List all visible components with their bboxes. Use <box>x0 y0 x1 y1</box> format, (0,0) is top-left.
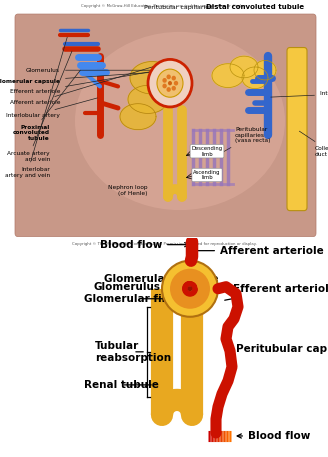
Text: Interlobar
artery and vein: Interlobar artery and vein <box>5 37 67 178</box>
Text: Efferent arteriole: Efferent arteriole <box>10 68 175 94</box>
Text: Arcuate artery
and vein: Arcuate artery and vein <box>7 51 72 162</box>
Text: Ascending
limb: Ascending limb <box>193 170 221 181</box>
Text: Proximal
convoluted
tubule: Proximal convoluted tubule <box>13 70 80 141</box>
Text: Glomerular capsule: Glomerular capsule <box>104 274 218 284</box>
Circle shape <box>172 86 176 90</box>
Polygon shape <box>120 104 156 130</box>
Text: Collecting
duct: Collecting duct <box>299 131 328 157</box>
Polygon shape <box>212 64 244 87</box>
Text: Blood flow: Blood flow <box>237 431 310 441</box>
Circle shape <box>168 81 172 85</box>
Text: Distal convoluted tubule: Distal convoluted tubule <box>206 4 304 10</box>
Text: Nephron loop
(of Henle): Nephron loop (of Henle) <box>108 185 148 196</box>
Polygon shape <box>230 56 258 78</box>
Circle shape <box>162 84 167 88</box>
Text: Glomerulus: Glomerulus <box>94 282 179 292</box>
Text: Copyright © The McGraw-Hill Companies, Inc. Permission required for reproduction: Copyright © The McGraw-Hill Companies, I… <box>72 242 256 246</box>
Text: Glomerular capsule: Glomerular capsule <box>0 73 149 84</box>
Text: Renal tubule: Renal tubule <box>84 380 159 390</box>
Polygon shape <box>128 85 168 113</box>
Text: Blood flow: Blood flow <box>100 239 189 250</box>
Text: Interlobular artery: Interlobular artery <box>6 98 97 118</box>
Text: Glomerular filtrate: Glomerular filtrate <box>84 294 195 304</box>
Circle shape <box>167 87 171 92</box>
Text: Afferent arteriole: Afferent arteriole <box>10 62 167 105</box>
Circle shape <box>162 78 167 83</box>
Circle shape <box>148 59 192 107</box>
Circle shape <box>170 269 210 309</box>
FancyBboxPatch shape <box>287 48 307 211</box>
Text: Glomerulus: Glomerulus <box>26 68 164 73</box>
Polygon shape <box>254 60 276 80</box>
Polygon shape <box>130 62 174 94</box>
Ellipse shape <box>75 32 285 210</box>
Text: Copyright © McGraw-Hill Education. Permission required for reproduction or displ: Copyright © McGraw-Hill Education. Permi… <box>81 4 247 8</box>
Text: Descending
limb: Descending limb <box>192 146 223 157</box>
Text: Peritubular
capillaries
(vasa recta): Peritubular capillaries (vasa recta) <box>217 127 271 155</box>
Circle shape <box>157 69 183 97</box>
Circle shape <box>188 286 193 291</box>
Text: Peritubular capillary: Peritubular capillary <box>232 344 328 354</box>
Circle shape <box>172 76 176 80</box>
FancyBboxPatch shape <box>15 14 316 237</box>
Circle shape <box>174 81 178 85</box>
Text: Tubular
reabsorption: Tubular reabsorption <box>95 341 171 362</box>
Text: Afferent arteriole: Afferent arteriole <box>197 246 324 255</box>
Text: Efferent arteriole: Efferent arteriole <box>225 284 328 300</box>
Circle shape <box>162 260 218 317</box>
Text: Peritubular capillaries: Peritubular capillaries <box>144 5 212 10</box>
Circle shape <box>167 74 171 79</box>
Polygon shape <box>242 67 268 89</box>
Text: Interlobular vein: Interlobular vein <box>271 91 328 97</box>
